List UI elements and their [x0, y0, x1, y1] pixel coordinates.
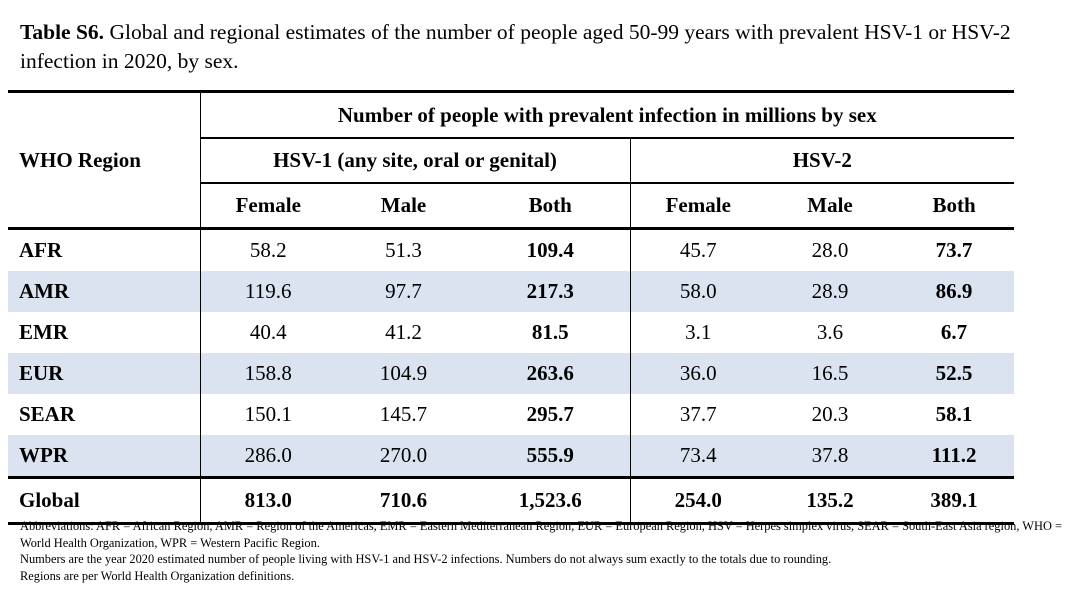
- value-cell: 555.9: [471, 435, 630, 479]
- value-cell: 58.2: [199, 228, 336, 271]
- value-cell: 3.1: [629, 312, 766, 353]
- col-header: Both: [471, 183, 630, 230]
- value-cell: 16.5: [766, 353, 894, 394]
- value-cell: 73.7: [935, 238, 973, 262]
- value-cell: 58.1: [935, 402, 973, 426]
- table-notes: Abbreviations: AFR = African Region, AMR…: [20, 518, 1078, 584]
- table-row: WPR 286.0 270.0 555.9 73.4 37.8 111.2: [8, 435, 1015, 479]
- value-cell: 28.0: [811, 238, 849, 262]
- value-cell: 158.8: [199, 353, 336, 394]
- value-cell: 217.3: [471, 271, 630, 312]
- value-cell: 20.3: [811, 402, 849, 426]
- table-row-global: Global 813.0 710.6 1,523.6 254.0 135.2 3…: [8, 477, 1015, 525]
- region-cell: SEAR: [19, 402, 76, 426]
- value-cell: 41.2: [385, 320, 422, 344]
- value-cell: 150.1: [199, 394, 336, 435]
- value-cell: 145.7: [379, 402, 428, 426]
- caption-text: Global and regional estimates of the num…: [20, 20, 1011, 73]
- value-cell: 37.8: [766, 435, 894, 479]
- col-header: Both: [894, 183, 1015, 230]
- region-cell: EUR: [8, 353, 200, 394]
- value-cell: 104.9: [336, 353, 471, 394]
- table-row: EUR 158.8 104.9 263.6 36.0 16.5 52.5: [8, 353, 1015, 394]
- table-caption: Table S6. Global and regional estimates …: [20, 18, 1070, 76]
- value-cell: 109.4: [526, 238, 574, 262]
- value-cell: 28.9: [766, 271, 894, 312]
- value-cell: 813.0: [199, 477, 336, 525]
- value-cell: 3.6: [816, 320, 844, 344]
- value-cell: 37.7: [629, 394, 766, 435]
- note-numbers: Numbers are the year 2020 estimated numb…: [20, 552, 832, 566]
- region-cell: Global: [8, 477, 200, 525]
- region-header: WHO Region: [8, 90, 200, 230]
- col-header: Male: [336, 183, 471, 230]
- value-cell: 263.6: [471, 353, 630, 394]
- value-cell: 286.0: [199, 435, 336, 479]
- value-cell: 710.6: [336, 477, 471, 525]
- region-cell: AFR: [19, 238, 63, 262]
- col-header: Female: [629, 183, 766, 230]
- value-cell: 254.0: [629, 477, 766, 525]
- value-cell: 6.7: [940, 320, 968, 344]
- value-cell: 81.5: [531, 320, 569, 344]
- note-abbreviations: Abbreviations: AFR = African Region, AMR…: [20, 519, 1062, 550]
- region-cell: WPR: [8, 435, 200, 479]
- table-row: SEAR 150.1 145.7 295.7 37.7 20.3 58.1: [8, 394, 1014, 435]
- value-cell: 119.6: [199, 271, 336, 312]
- value-cell: 40.4: [199, 312, 336, 353]
- value-cell: 135.2: [766, 477, 894, 525]
- caption-label: Table S6.: [20, 20, 105, 44]
- value-cell: 36.0: [629, 353, 766, 394]
- data-table: WHO Region Number of people with prevale…: [8, 90, 1015, 525]
- table-row: EMR 40.4 41.2 81.5 3.1 3.6 6.7: [8, 312, 1014, 353]
- table-row: AMR 119.6 97.7 217.3 58.0 28.9 86.9: [8, 271, 1015, 312]
- value-cell: 111.2: [894, 435, 1015, 479]
- value-cell: 389.1: [894, 477, 1015, 525]
- value-cell: 73.4: [629, 435, 766, 479]
- span-header: Number of people with prevalent infectio…: [199, 90, 1015, 139]
- table-row: AFR 58.2 51.3 109.4 45.7 28.0 73.7: [8, 228, 1014, 271]
- value-cell: 270.0: [336, 435, 471, 479]
- region-cell: EMR: [19, 320, 68, 344]
- hsv1-header: HSV-1 (any site, oral or genital): [199, 138, 630, 184]
- value-cell: 1,523.6: [471, 477, 630, 525]
- hsv2-header: HSV-2: [629, 138, 1015, 184]
- value-cell: 58.0: [629, 271, 766, 312]
- value-cell: 51.3: [385, 238, 422, 262]
- value-cell: 97.7: [336, 271, 471, 312]
- note-regions: Regions are per World Health Organizatio…: [20, 568, 295, 583]
- region-cell: AMR: [8, 271, 200, 312]
- value-cell: 45.7: [629, 228, 766, 271]
- col-header: Female: [199, 183, 336, 230]
- col-header: Male: [766, 183, 894, 230]
- value-cell: 52.5: [894, 353, 1015, 394]
- value-cell: 86.9: [894, 271, 1015, 312]
- value-cell: 295.7: [526, 402, 574, 426]
